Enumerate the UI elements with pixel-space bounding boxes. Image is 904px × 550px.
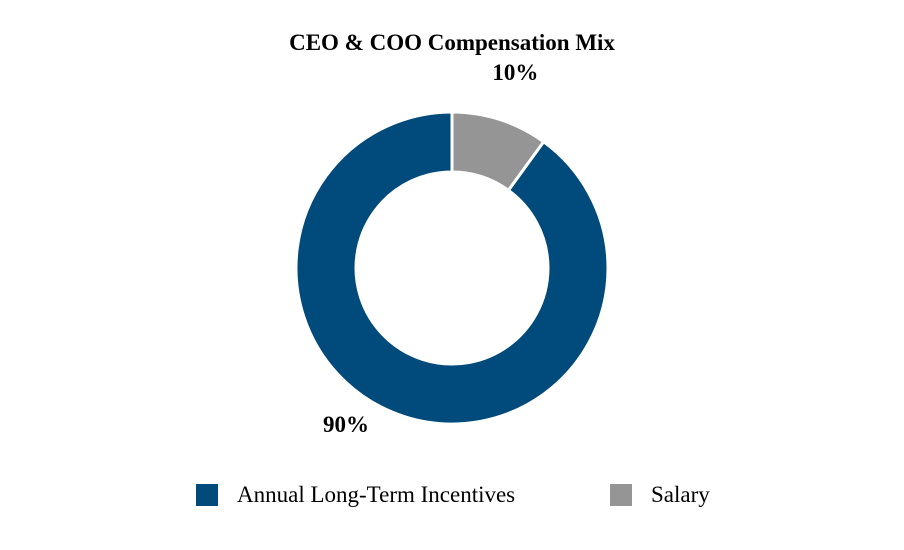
legend-label-annual-long-term-incentives: Annual Long-Term Incentives [237,482,516,507]
data-label-salary: 10% [492,60,538,85]
legend-swatch-salary [610,484,632,506]
legend-item-annual-long-term-incentives: Annual Long-Term Incentives [196,482,515,508]
legend-item-salary: Salary [610,482,710,508]
chart-title: CEO & COO Compensation Mix [289,30,615,55]
legend-label-salary: Salary [651,482,710,507]
chart-legend: Annual Long-Term Incentives Salary [0,482,904,512]
legend-swatch-annual-long-term-incentives [196,484,218,506]
slice-annual-long-term-incentives [294,110,610,426]
data-label-annual-long-term-incentives: 90% [323,412,369,437]
